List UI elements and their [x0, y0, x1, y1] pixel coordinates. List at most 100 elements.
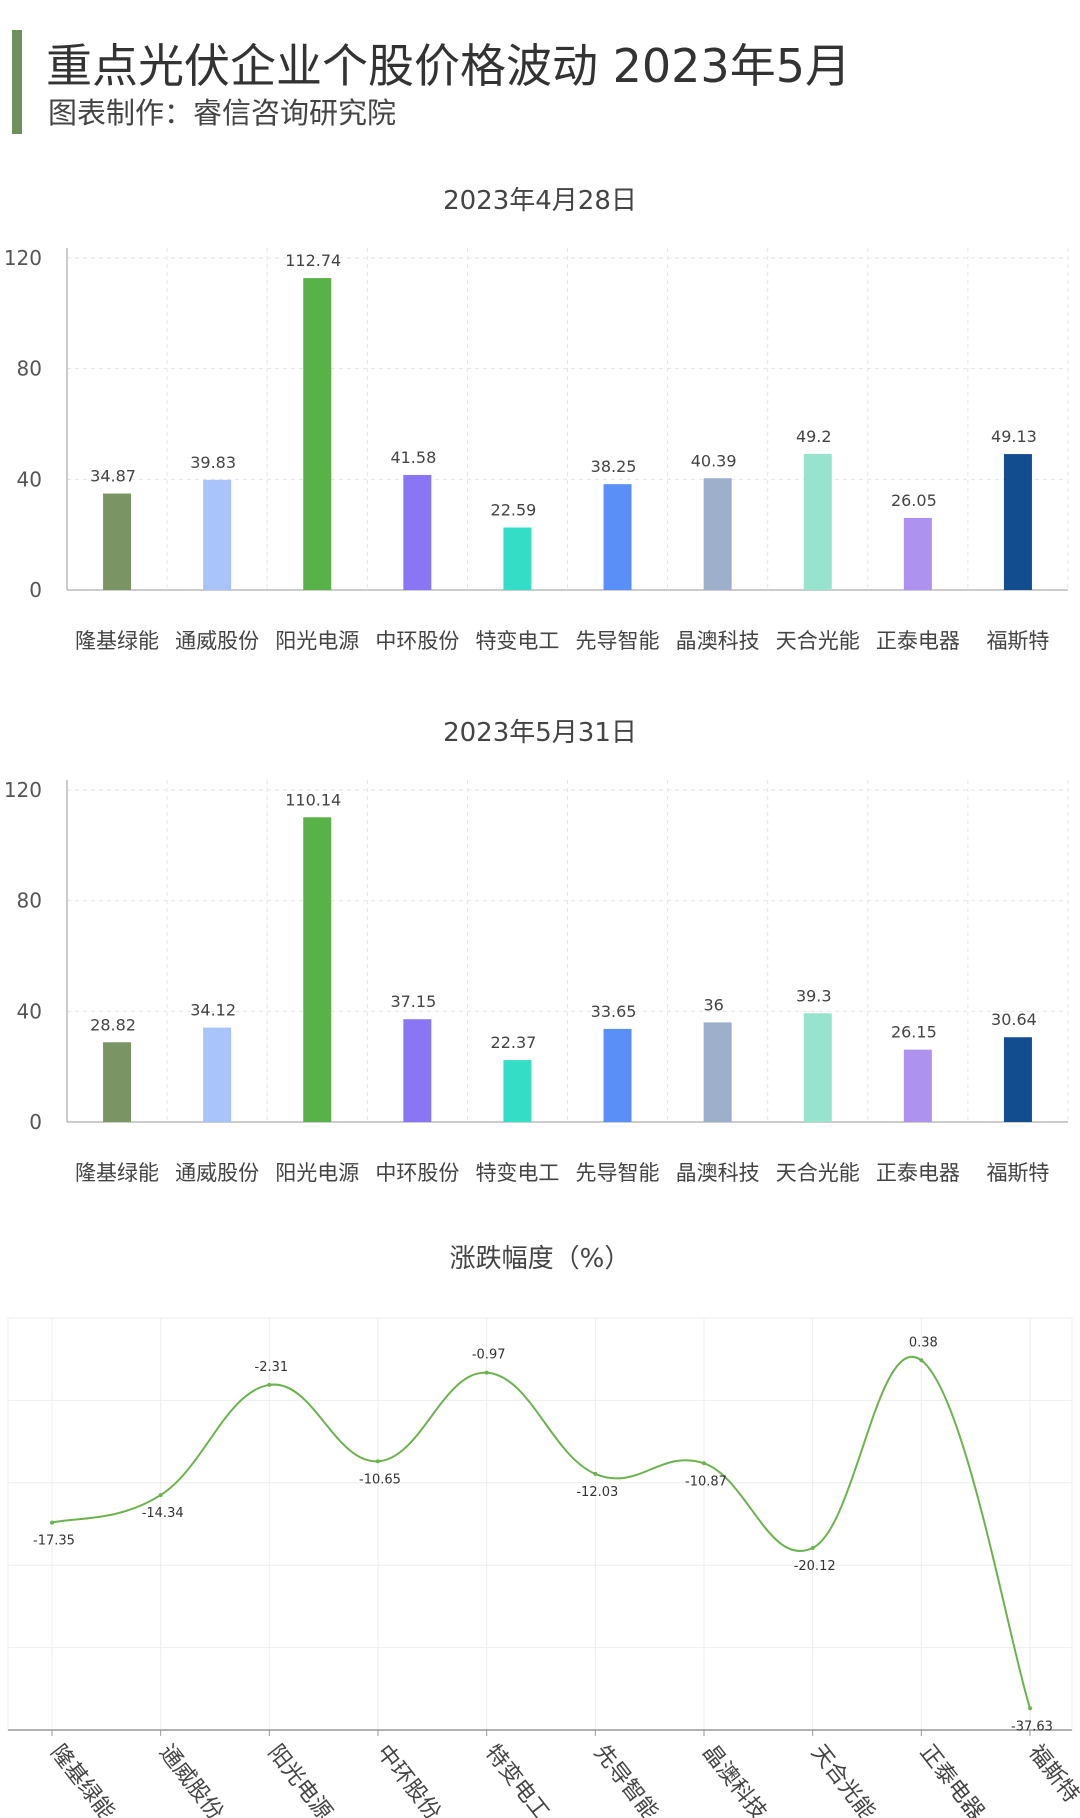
x-tick-label: 晶澳科技 [697, 1740, 771, 1818]
bar [103, 1042, 132, 1122]
y-tick-label: 40 [17, 999, 42, 1023]
data-label: 40.39 [691, 451, 737, 470]
bar [103, 493, 132, 590]
x-tick-label: 中环股份 [375, 629, 459, 653]
data-label: 36 [703, 995, 723, 1014]
x-tick-label: 隆基绿能 [75, 1161, 159, 1185]
chart-1-title: 2023年4月28日 [443, 186, 637, 216]
data-label: -0.97 [472, 1348, 506, 1363]
x-tick-label: 正泰电器 [876, 1161, 960, 1185]
y-tick-label: 0 [29, 578, 42, 602]
bar [703, 1022, 732, 1122]
data-label: 34.87 [90, 467, 136, 486]
y-tick-label: 80 [17, 357, 42, 381]
bar [303, 817, 332, 1122]
x-tick-label: 福斯特 [986, 1161, 1049, 1185]
x-tick-label: 特变电工 [475, 1161, 559, 1185]
data-point [810, 1545, 815, 1550]
accent-bar [12, 30, 22, 134]
y-tick-label: 120 [4, 246, 42, 270]
page-subtitle: 图表制作：睿信咨询研究院 [48, 96, 397, 130]
data-label: -10.65 [359, 1472, 401, 1487]
data-label: 22.37 [491, 1033, 537, 1052]
data-point [593, 1471, 598, 1476]
bar [403, 1019, 432, 1122]
data-point [702, 1461, 706, 1466]
data-point [50, 1520, 54, 1525]
data-label: -37.63 [1011, 1719, 1053, 1734]
x-tick-label: 天合光能 [776, 1161, 860, 1185]
y-tick-label: 120 [4, 778, 42, 802]
data-label: 30.64 [991, 1010, 1037, 1029]
data-label: -14.34 [142, 1506, 184, 1521]
x-tick-label: 隆基绿能 [45, 1740, 119, 1818]
x-tick-label: 中环股份 [371, 1740, 445, 1818]
x-tick-label: 福斯特 [986, 629, 1049, 653]
bar-chart-may: 0 40 80 120 28.82 隆基绿能 34.12 通威股份 110.14 阳光电源 37.1… [4, 778, 1069, 1185]
data-label: 49.2 [796, 427, 832, 446]
x-tick-label: 阳光电源 [263, 1740, 337, 1818]
bar [903, 1049, 932, 1122]
bar [203, 1027, 232, 1122]
bar [803, 1013, 832, 1122]
plot-frame [7, 1317, 1073, 1731]
data-point [919, 1358, 924, 1363]
series-line [51, 1356, 1031, 1709]
data-label: 41.58 [390, 448, 436, 467]
bar [503, 1060, 532, 1122]
x-tick-label: 天合光能 [776, 629, 860, 653]
data-point [484, 1370, 489, 1375]
x-tick-label: 阳光电源 [275, 629, 359, 653]
y-tick-label: 40 [17, 467, 42, 491]
x-tick-label: 先导智能 [589, 1740, 663, 1818]
bar [803, 453, 832, 590]
x-tick-label: 先导智能 [576, 629, 660, 653]
x-tick-label: 特变电工 [480, 1740, 554, 1818]
data-label: -2.31 [255, 1360, 289, 1375]
data-point [1028, 1706, 1032, 1711]
data-label: 49.13 [991, 427, 1037, 446]
data-label: 37.15 [390, 992, 436, 1011]
bar [903, 517, 932, 590]
bar [603, 1028, 632, 1122]
y-tick-label: 80 [17, 889, 42, 913]
data-label: 26.15 [891, 1023, 937, 1042]
data-point [267, 1382, 272, 1387]
chart-3-title: 涨跌幅度（%） [449, 1244, 631, 1274]
data-label: 28.82 [90, 1015, 136, 1034]
x-tick-label: 正泰电器 [915, 1740, 989, 1818]
bar-chart-april: 0 40 80 120 34.87 隆基绿能 39.83 通威股份 112.74 阳光电源 41.5… [4, 246, 1069, 653]
data-label: 38.25 [591, 457, 637, 476]
x-tick-label: 通威股份 [154, 1740, 228, 1818]
bar [403, 474, 432, 590]
x-tick-label: 先导智能 [576, 1161, 660, 1185]
header: 重点光伏企业个股价格波动 2023年5月 图表制作：睿信咨询研究院 [0, 0, 1080, 150]
data-label: 26.05 [891, 491, 937, 510]
data-label: 110.14 [285, 790, 341, 809]
x-tick-label: 通威股份 [175, 1161, 259, 1185]
y-tick-label: 0 [29, 1110, 42, 1134]
data-label: 34.12 [190, 1001, 236, 1020]
data-label: -20.12 [794, 1559, 836, 1574]
bar [503, 527, 532, 590]
data-label: 33.65 [591, 1002, 637, 1021]
x-tick-label: 天合光能 [806, 1740, 880, 1818]
data-label: 112.74 [285, 251, 341, 270]
x-tick-label: 阳光电源 [275, 1161, 359, 1185]
data-label: 39.3 [796, 986, 832, 1005]
x-tick-label: 中环股份 [375, 1161, 459, 1185]
x-tick-label: 隆基绿能 [75, 629, 159, 653]
line-chart-change: -17.35 隆基绿能 -14.34 通威股份 -2.31 阳光电源 -10.65 中环股份 -… [7, 1317, 1080, 1818]
bar [203, 479, 232, 590]
bar [1003, 454, 1032, 590]
x-tick-label: 晶澳科技 [676, 629, 760, 653]
x-tick-label: 特变电工 [475, 629, 559, 653]
data-point [158, 1493, 163, 1498]
bar [303, 278, 332, 590]
x-tick-label: 晶澳科技 [676, 1161, 760, 1185]
data-point [376, 1459, 380, 1464]
x-tick-label: 通威股份 [175, 629, 259, 653]
x-tick-label: 福斯特 [1023, 1740, 1080, 1807]
data-label: -17.35 [33, 1534, 75, 1549]
bar [703, 478, 732, 590]
